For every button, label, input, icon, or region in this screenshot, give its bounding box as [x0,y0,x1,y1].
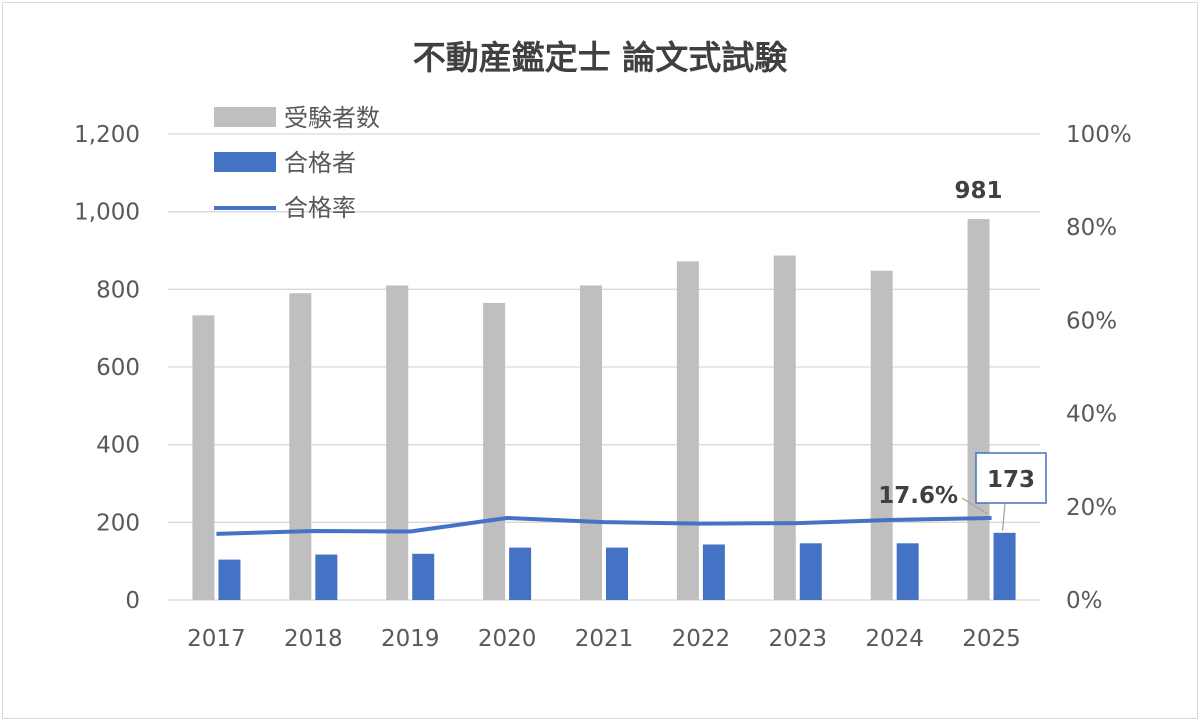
applicants-bar [289,293,312,600]
applicants-bar [676,261,699,600]
x-tick-label: 2019 [381,626,440,652]
y-left-tick-label: 0 [125,588,140,614]
passers-bar [606,547,628,600]
x-tick-label: 2025 [962,626,1021,652]
data-label-applicants-2025: 981 [955,178,1003,204]
applicants-bar [967,219,990,601]
y-right-tick-label: 0% [1066,588,1103,614]
passers-bar [896,543,919,600]
passers-bar [993,532,1016,600]
data-label-passers-2025: 173 [987,467,1035,493]
x-tick-label: 2023 [769,626,828,652]
legend-label: 合格者 [284,149,356,177]
x-tick-label: 2017 [187,626,246,652]
legend-swatch-applicants [214,107,276,127]
label-leader-line [1001,502,1006,531]
y-left-tick-label: 200 [96,510,140,536]
label-leader-line [961,497,988,515]
axes: 0 200 400 600 800 1,000 1,200 0% 20% 40% 60% 80% 100… [74,122,1132,652]
x-tick-label: 2020 [478,626,537,652]
x-tick-label: 2021 [575,626,634,652]
rate-line [216,515,992,536]
y-left-tick-label: 400 [96,433,140,459]
bars [192,219,1016,601]
applicants-bar [192,315,215,600]
y-left-tick-label: 1,000 [74,200,140,226]
applicants-bar [580,285,602,600]
applicants-bar [483,302,506,600]
x-tick-label: 2018 [284,626,343,652]
legend-label: 合格率 [284,194,356,222]
y-right-tick-label: 20% [1066,495,1117,521]
applicants-bar [870,270,893,600]
data-label-rate-2025: 17.6% [878,483,958,509]
passers-bar [799,543,822,600]
annotations: 981 173 17.6% [878,178,1047,531]
passers-bar [412,553,435,600]
chart-title: 不動産鑑定士 論文式試験 [413,38,788,77]
y-right-tick-label: 80% [1066,215,1117,241]
y-left-tick-label: 800 [96,277,140,303]
y-right-tick-label: 100% [1066,122,1132,148]
x-tick-label: 2022 [672,626,731,652]
passers-bar [702,544,725,600]
passers-bar [218,559,241,600]
y-right-tick-label: 60% [1066,308,1117,334]
gridlines [168,133,1040,601]
y-left-tick-label: 600 [96,355,140,381]
legend-swatch-passers [214,152,276,172]
x-tick-label: 2024 [865,626,924,652]
passers-bar [315,554,338,600]
applicants-bar [773,255,796,600]
y-left-tick-label: 1,200 [74,122,140,148]
passers-bar [509,547,532,600]
y-right-tick-label: 40% [1066,402,1117,428]
legend-label: 受験者数 [284,104,380,132]
data-label-box [975,452,1047,504]
rate-line-path [216,515,992,536]
applicants-bar [386,285,409,600]
